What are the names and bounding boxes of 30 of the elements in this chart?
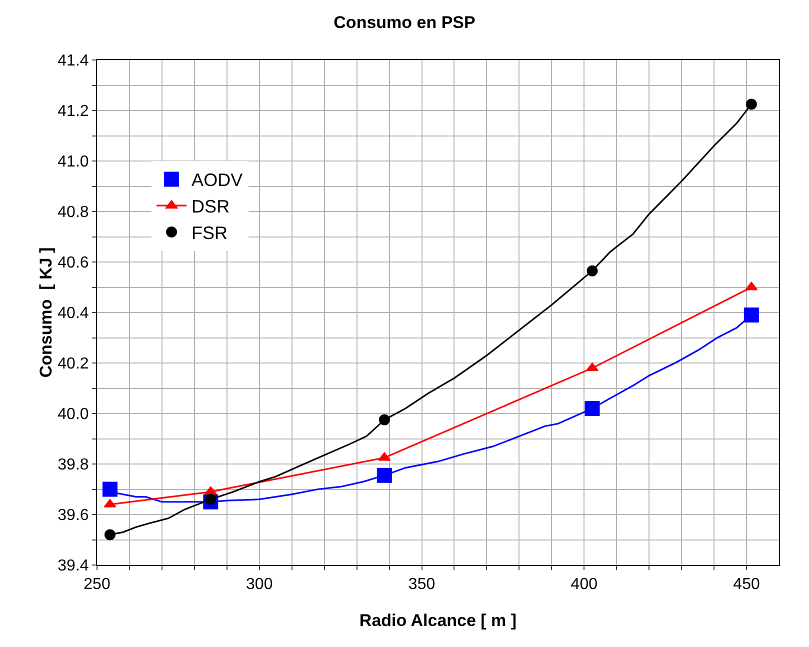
x-tick-label: 350 [408,576,436,594]
legend-label: FSR [192,223,228,244]
y-tick-label: 40.6 [58,254,89,272]
y-tick-label: 39.8 [58,456,89,474]
point [102,482,118,497]
x-tick-label: 400 [570,576,598,594]
y-tick-label: 40.8 [58,204,89,222]
point [584,400,600,416]
y-tick-label: 40.4 [58,305,89,322]
legend-label: AODV [192,170,243,190]
chart-title: Consumo en PSP [334,13,476,32]
point [378,414,390,426]
x-axis-title: Radio Alcance [ m ] [359,611,517,630]
y-axis-title: Consumo [ KJ ] [36,247,56,378]
point [104,529,116,540]
point [586,265,598,276]
y-tick-label: 41.0 [58,154,89,171]
y-tick-label: 40.2 [58,356,89,373]
point [376,468,392,483]
point [746,98,757,110]
x-tick-label: 300 [246,576,273,594]
x-tick-label: 450 [733,576,760,594]
y-tick-label: 40.0 [58,406,89,424]
y-tick-label: 39.4 [58,558,89,575]
legend-label: DSR [192,196,230,217]
y-tick-label: 39.6 [58,507,89,524]
x-tick-label: 250 [84,576,110,594]
point [744,308,759,323]
y-tick-label: 41.2 [58,103,89,120]
y-tick-label: 41.4 [58,52,89,70]
